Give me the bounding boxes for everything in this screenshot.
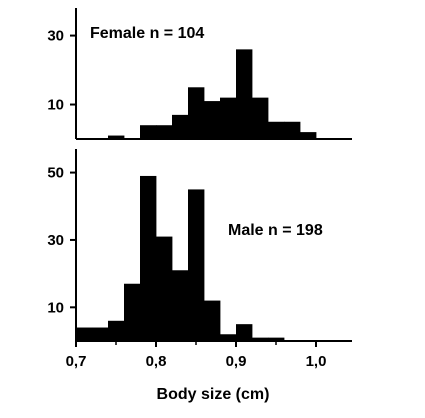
male-bar bbox=[156, 236, 173, 341]
female-panel: Female n = 104 10 30 bbox=[47, 8, 352, 140]
male-bar bbox=[188, 189, 205, 341]
male-y-tick-label: 50 bbox=[47, 165, 64, 182]
x-tick-label: 0,8 bbox=[146, 353, 167, 370]
x-tick-label: 1,0 bbox=[306, 353, 327, 370]
male-panel: Male n = 198 10 30 50 bbox=[47, 149, 323, 341]
male-bar bbox=[204, 300, 221, 341]
female-y-tick-label: 30 bbox=[47, 28, 64, 45]
male-bar bbox=[220, 334, 237, 341]
female-bar bbox=[140, 125, 157, 139]
female-bar bbox=[284, 121, 301, 139]
x-axis: 0,7 0,8 0,9 1,0 bbox=[66, 340, 352, 370]
female-bar bbox=[236, 49, 253, 140]
female-bar bbox=[108, 135, 125, 139]
male-bar bbox=[108, 320, 125, 341]
male-y-tick-label: 10 bbox=[47, 299, 64, 316]
male-bar bbox=[252, 337, 269, 341]
female-bar bbox=[252, 97, 269, 139]
female-bar bbox=[300, 132, 317, 139]
female-bar bbox=[188, 87, 205, 139]
x-axis-title: Body size (cm) bbox=[157, 386, 270, 403]
female-bar bbox=[156, 125, 173, 139]
female-y-tick-label: 10 bbox=[47, 97, 64, 114]
x-tick-label: 0,9 bbox=[226, 353, 247, 370]
male-bar bbox=[236, 324, 253, 341]
x-tick-label: 0,7 bbox=[66, 353, 87, 370]
male-bar bbox=[124, 283, 141, 341]
male-bar bbox=[76, 327, 93, 341]
female-panel-label: Female n = 104 bbox=[90, 25, 204, 42]
male-bar bbox=[92, 327, 109, 341]
male-bar bbox=[172, 270, 189, 341]
female-bar bbox=[204, 101, 221, 139]
male-bar bbox=[268, 337, 285, 341]
male-panel-label: Male n = 198 bbox=[228, 222, 323, 239]
female-bar bbox=[220, 97, 237, 139]
female-bar bbox=[172, 114, 189, 139]
male-y-tick-label: 30 bbox=[47, 232, 64, 249]
female-bar bbox=[268, 121, 285, 139]
male-bar bbox=[140, 175, 157, 341]
